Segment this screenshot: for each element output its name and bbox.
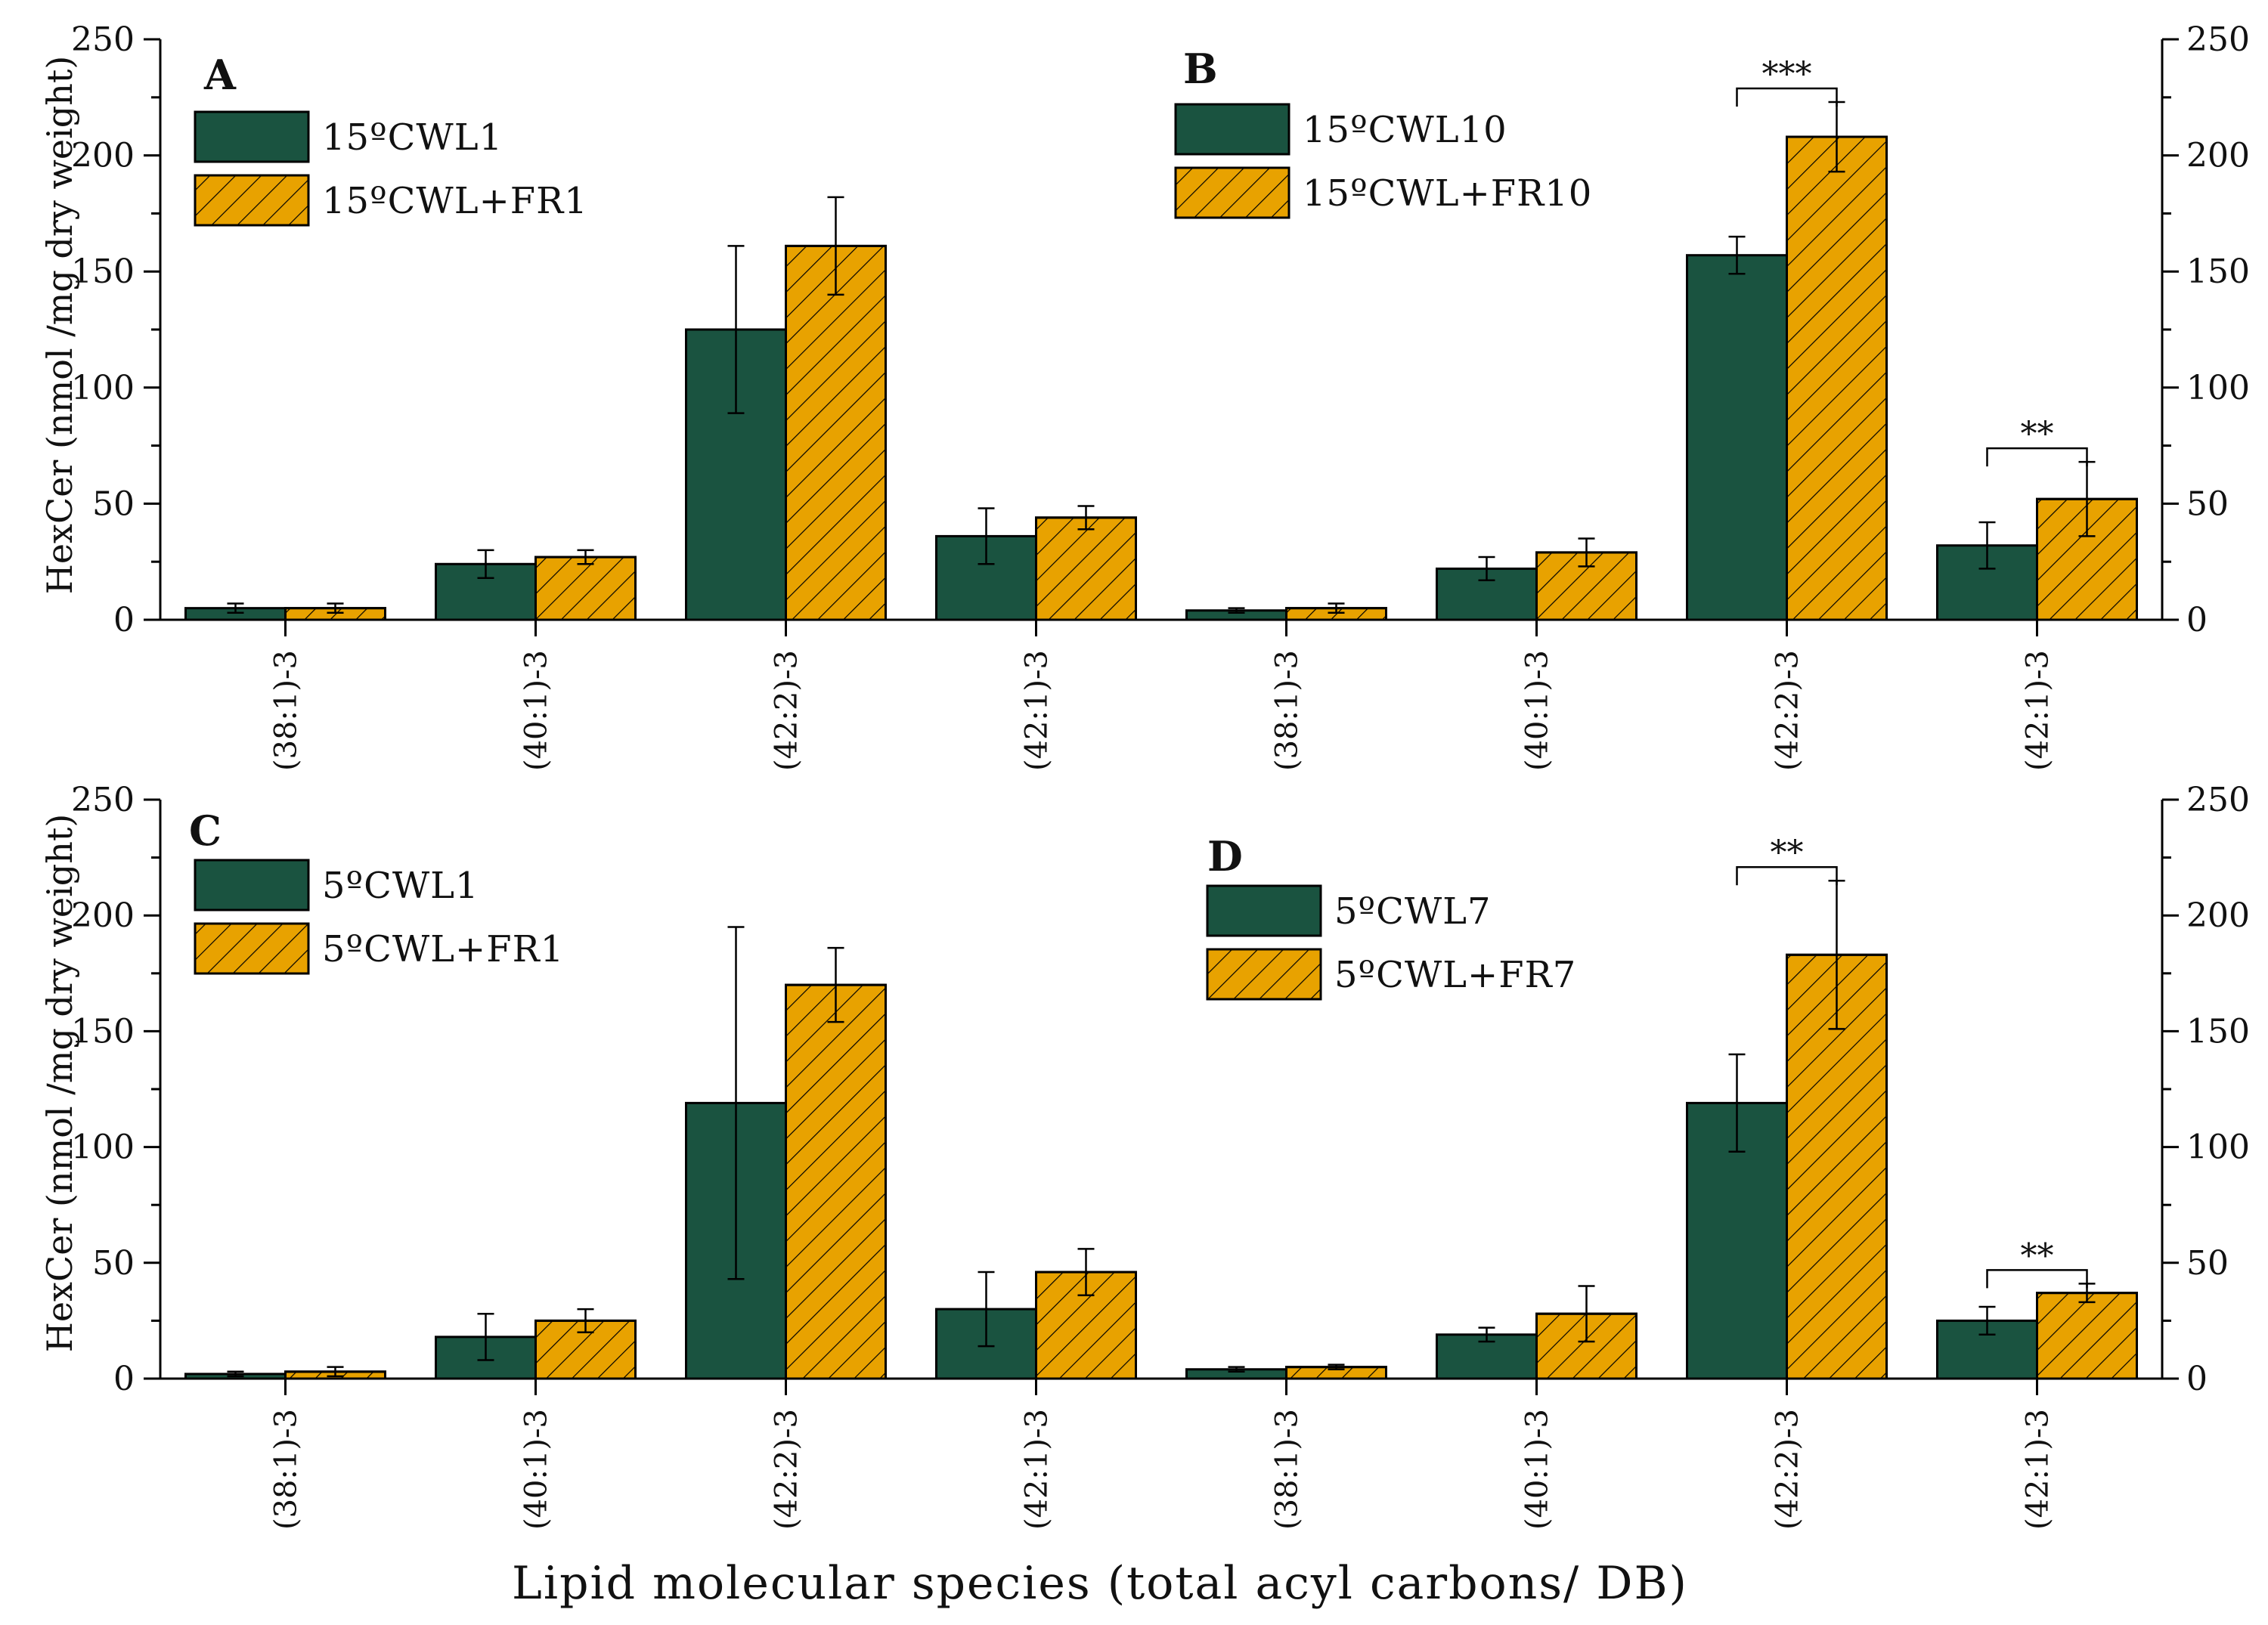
bar-hatch — [2036, 1292, 2138, 1380]
chart-row-bottom: 0 0 50 50 100 100 150 150 200 200 250 250 (38:1)-3 (4… — [71, 781, 2250, 1530]
x-tick-label: (42:2)-3 — [1771, 1409, 1805, 1530]
significance-bracket — [1986, 1269, 2088, 1289]
panel-c: (38:1)-3 (40:1)-3 (42:2)-3 (42:1)-3 C 5ºCWL1 5… — [184, 806, 1137, 1530]
y-tick-label-right: 250 — [2186, 20, 2250, 59]
bar-green — [1686, 254, 1788, 621]
panel-d: (38:1)-3 (40:1)-3 (42:2)-3 (42:1)-3 ** ** D 5ºC… — [1185, 832, 2138, 1530]
legend-label: 5ºCWL1 — [322, 865, 479, 907]
y-tick-label-right: 250 — [2186, 781, 2250, 819]
y-tick-label-left: 50 — [92, 1244, 135, 1283]
y-tick-label-right: 200 — [2186, 896, 2250, 935]
legend-swatch-hatch — [1206, 948, 1322, 1001]
legend-label: 5ºCWL7 — [1334, 890, 1492, 933]
chart-row-top: 0 0 50 50 100 100 150 150 200 200 250 250 (38:1)-3 (4… — [71, 20, 2250, 771]
x-tick-label: (40:1)-3 — [1520, 650, 1555, 771]
y-tick-label-left: 150 — [71, 252, 135, 291]
y-tick-label-right: 200 — [2186, 137, 2250, 175]
y-tick-label-right: 50 — [2186, 1244, 2229, 1283]
significance-label: *** — [1762, 55, 1812, 94]
y-tick-label-right: 0 — [2186, 1360, 2208, 1398]
x-tick-label: (40:1)-3 — [1520, 1409, 1555, 1530]
legend-label: 15ºCWL1 — [322, 116, 503, 159]
legend-swatch-green — [194, 110, 310, 163]
y-tick-label-right: 100 — [2186, 1128, 2250, 1167]
x-tick-label: (42:1)-3 — [1020, 650, 1055, 771]
x-tick-label: (42:2)-3 — [770, 650, 804, 771]
x-tick-label: (42:1)-3 — [2021, 650, 2056, 771]
y-tick-label-right: 50 — [2186, 484, 2229, 523]
panel-letter: C — [189, 806, 222, 855]
x-tick-label: (40:1)-3 — [519, 1409, 554, 1530]
panel-letter: B — [1183, 45, 1218, 93]
panel-letter: D — [1207, 832, 1243, 881]
x-tick-label: (42:1)-3 — [2021, 1409, 2056, 1530]
x-tick-label: (42:2)-3 — [770, 1409, 804, 1530]
legend-label: 15ºCWL10 — [1303, 109, 1507, 151]
legend-label: 15ºCWL+FR1 — [322, 180, 588, 222]
x-axis-label: Lipid molecular species (total acyl carb… — [512, 1557, 1688, 1610]
significance-bracket — [1736, 865, 1838, 886]
bar-hatch — [785, 983, 887, 1380]
significance-bracket — [1986, 447, 2088, 467]
panel-b: (38:1)-3 (40:1)-3 (42:2)-3 (42:1)-3*****B15… — [1174, 45, 2138, 771]
significance-label: ** — [2021, 415, 2054, 453]
legend-swatch-hatch — [194, 174, 310, 227]
y-tick-label-left: 0 — [113, 601, 135, 639]
legend-label: 15ºCWL+FR10 — [1303, 172, 1592, 215]
y-tick-label-left: 200 — [71, 896, 135, 935]
bar-hatch — [1035, 516, 1137, 621]
y-tick-label-right: 150 — [2186, 1012, 2250, 1051]
y-tick-label-left: 150 — [71, 1012, 135, 1051]
bar-hatch — [1786, 135, 1888, 621]
y-tick-label-right: 150 — [2186, 252, 2250, 291]
x-tick-label: (42:2)-3 — [1771, 650, 1805, 771]
x-tick-label: (38:1)-3 — [269, 1409, 304, 1530]
x-tick-label: (42:1)-3 — [1020, 1409, 1055, 1530]
y-tick-label-left: 0 — [113, 1360, 135, 1398]
legend-swatch-green — [194, 859, 310, 912]
y-tick-label-right: 0 — [2186, 601, 2208, 639]
x-tick-label: (38:1)-3 — [1270, 1409, 1305, 1530]
legend-label: 5ºCWL+FR7 — [1334, 954, 1576, 996]
significance-bracket — [1736, 87, 1838, 107]
bar-hatch — [534, 556, 637, 621]
legend-swatch-hatch — [1174, 166, 1290, 219]
y-tick-label-left: 200 — [71, 137, 135, 175]
y-tick-label-left: 250 — [71, 781, 135, 819]
y-tick-label-left: 50 — [92, 484, 135, 523]
legend-label: 5ºCWL+FR1 — [322, 928, 564, 970]
legend-swatch-hatch — [194, 922, 310, 975]
legend-swatch-green — [1174, 103, 1290, 156]
x-tick-label: (40:1)-3 — [519, 650, 554, 771]
panel-a: (38:1)-3 (40:1)-3 (42:2)-3 (42:1)-3 A 15ºCWL1… — [184, 51, 1137, 771]
x-tick-label: (38:1)-3 — [269, 650, 304, 771]
y-tick-label-left: 100 — [71, 369, 135, 407]
y-axis-label-top: HexCer (nmol /mg dry weight) — [39, 56, 80, 595]
y-axis-label-bottom: HexCer (nmol /mg dry weight) — [39, 814, 80, 1353]
y-tick-label-left: 100 — [71, 1128, 135, 1167]
panel-letter: A — [203, 51, 237, 99]
significance-label: ** — [1771, 834, 1804, 872]
significance-label: ** — [2021, 1237, 2054, 1275]
bar-green — [1436, 1333, 1538, 1380]
legend-swatch-green — [1206, 884, 1322, 937]
bar-hatch — [785, 244, 887, 621]
y-tick-label-left: 250 — [71, 20, 135, 59]
y-tick-label-right: 100 — [2186, 369, 2250, 407]
x-tick-label: (38:1)-3 — [1270, 650, 1305, 771]
